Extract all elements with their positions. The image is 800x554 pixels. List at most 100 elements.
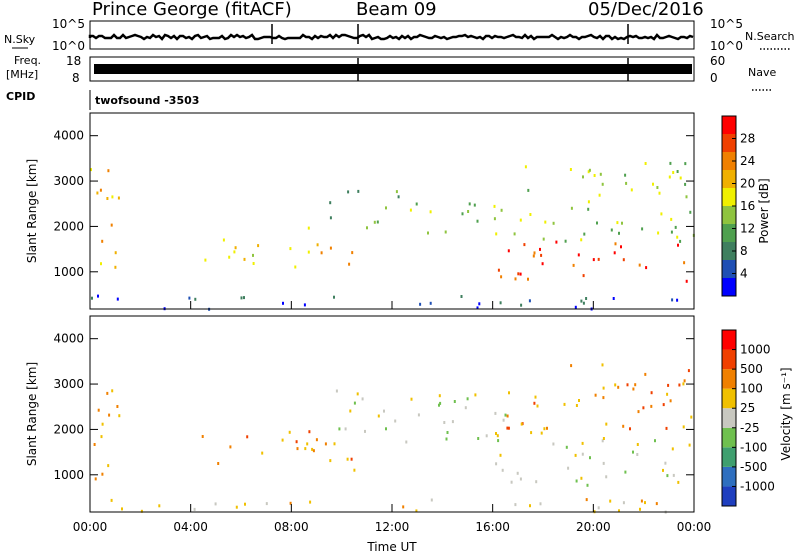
- heatmap-cell: [683, 379, 686, 383]
- heatmap-cell: [612, 297, 615, 300]
- heatmap-cell: [222, 238, 225, 242]
- heatmap-cell: [307, 250, 310, 254]
- station-title: Prince George (fitACF): [92, 0, 292, 20]
- nsearch-label: N.Search: [745, 30, 795, 43]
- heatmap-cell: [563, 402, 566, 406]
- heatmap-cell: [598, 193, 601, 197]
- heatmap-cell: [621, 221, 623, 225]
- heatmap-cell: [645, 266, 648, 270]
- heatmap-cell: [594, 393, 597, 397]
- colorbar-tick-label: 500: [740, 362, 763, 376]
- heatmap-cell: [443, 421, 446, 424]
- heatmap-cell: [665, 426, 668, 430]
- heatmap-cell: [468, 202, 471, 206]
- heatmap-cell: [504, 413, 507, 417]
- heatmap-cell: [580, 476, 583, 480]
- heatmap-cell: [575, 404, 578, 407]
- heatmap-cell: [320, 251, 323, 255]
- heatmap-cell: [650, 404, 653, 408]
- velocity-panel-frame: [89, 315, 695, 513]
- heatmap-cell: [409, 208, 412, 212]
- heatmap-cell: [523, 243, 526, 247]
- power-colorbar: 28 24 20 16 12 8 4: [721, 115, 755, 297]
- heatmap-cell: [622, 258, 625, 262]
- freq-unit-label: [MHz]: [6, 68, 38, 81]
- heatmap-cell: [644, 162, 647, 165]
- heatmap-cell: [315, 438, 318, 442]
- x-tick-label: 04:00: [173, 520, 208, 534]
- heatmap-cell: [439, 401, 442, 405]
- heatmap-cell: [587, 207, 590, 211]
- heatmap-cell: [417, 413, 420, 417]
- heatmap-cell: [543, 427, 546, 431]
- heatmap-cell: [683, 261, 686, 265]
- heatmap-cell: [676, 170, 679, 173]
- velocity-axes: 4000 3000 2000 1000: [53, 332, 694, 482]
- heatmap-cell: [602, 396, 605, 400]
- heatmap-cell: [676, 235, 679, 239]
- heatmap-cell: [602, 437, 605, 440]
- heatmap-cell: [581, 441, 584, 445]
- heatmap-cell: [583, 232, 586, 236]
- heatmap-cell: [614, 383, 617, 387]
- heatmap-cell: [312, 449, 315, 453]
- heatmap-cell: [676, 298, 679, 302]
- heatmap-cell: [670, 217, 673, 221]
- heatmap-cell: [677, 243, 679, 247]
- colorbar-tick-label: 4: [740, 267, 748, 281]
- heatmap-cell: [668, 175, 671, 179]
- heatmap-cell: [520, 422, 523, 426]
- y-tick-label: 3000: [53, 377, 84, 391]
- heatmap-cell: [679, 176, 682, 180]
- heatmap-cell: [496, 434, 499, 438]
- y-tick-label: 2000: [53, 219, 84, 233]
- heatmap-cell: [524, 165, 527, 169]
- heatmap-cell: [578, 399, 580, 402]
- heatmap-cell: [658, 191, 661, 195]
- heatmap-cell: [235, 505, 238, 509]
- heatmap-cell: [114, 265, 117, 269]
- heatmap-cell: [514, 503, 517, 507]
- heatmap-cell: [282, 301, 284, 305]
- heatmap-cell: [101, 472, 104, 476]
- heatmap-cell: [385, 206, 387, 210]
- heatmap-cell: [353, 401, 356, 405]
- heatmap-cell: [581, 452, 584, 456]
- heatmap-cell: [657, 231, 660, 235]
- power-colorbar-label: Power [dB]: [757, 178, 771, 243]
- heatmap-cell: [609, 499, 612, 503]
- heatmap-cell: [101, 422, 104, 426]
- freq-band: [94, 64, 692, 74]
- power-panel-frame: [89, 112, 695, 310]
- heatmap-cell: [311, 447, 314, 451]
- colorbar-segment: [722, 206, 736, 224]
- heatmap-cell: [513, 232, 516, 236]
- heatmap-cell: [485, 434, 488, 438]
- heatmap-cell: [640, 499, 643, 503]
- heatmap-cell: [366, 226, 368, 230]
- heatmap-cell: [660, 212, 663, 216]
- heatmap-cell: [500, 275, 503, 279]
- heatmap-cell: [605, 475, 608, 479]
- heatmap-cell: [687, 369, 690, 373]
- heatmap-cell: [110, 498, 113, 502]
- colorbar-tick-label: 12: [740, 222, 755, 236]
- freq-trace: [94, 58, 692, 81]
- heatmap-cell: [540, 253, 543, 257]
- colorbar-segment: [722, 134, 736, 152]
- heatmap-cell: [94, 477, 97, 481]
- heatmap-cell: [347, 190, 350, 194]
- heatmap-cell: [674, 225, 677, 229]
- heatmap-cell: [535, 480, 538, 484]
- y-tick-label: 1000: [53, 468, 84, 482]
- colorbar-segment: [722, 152, 736, 170]
- heatmap-cell: [685, 279, 688, 283]
- x-axis: 00:00 04:00 08:00 12:00 16:00 20:00 00:00: [73, 301, 711, 534]
- heatmap-cell: [587, 200, 590, 204]
- heatmap-cell: [494, 411, 497, 415]
- heatmap-cell: [121, 507, 123, 511]
- heatmap-cell: [656, 186, 659, 189]
- heatmap-cell: [532, 254, 535, 258]
- heatmap-cell: [140, 509, 143, 513]
- heatmap-cell: [570, 364, 573, 368]
